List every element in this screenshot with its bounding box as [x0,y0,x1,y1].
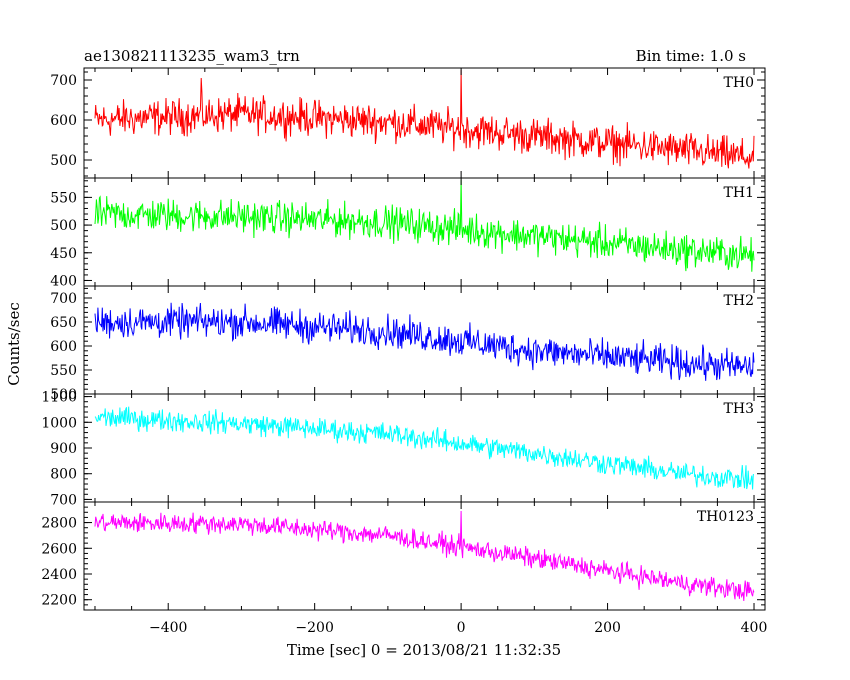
y-tick-label: 700 [50,73,77,89]
y-tick-label: 1100 [41,390,77,406]
y-tick-label: 900 [50,441,77,457]
x-tick-label: 400 [741,620,768,636]
y-tick-label: 550 [50,190,77,206]
panel-th1: 400 450 500 550 TH1 [50,177,766,289]
series-line-th1 [94,179,755,272]
y-tick-label: 500 [50,218,77,234]
y-tick-label: 700 [50,492,77,508]
panel-th3: 700 800 900 1000 1100 TH3 [41,390,766,508]
bin-time-label: Bin time: 1.0 s [636,47,746,65]
x-tick-label: −200 [295,620,333,636]
y-tick-label: 2200 [41,593,77,609]
x-axis-label: Time [sec] 0 = 2013/08/21 11:32:35 [287,641,561,659]
panels: 500 600 700 TH0 400 450 500 550 TH1 500 550 600 650 7… [41,67,766,611]
y-tick-label: 700 [50,291,77,307]
panel-label: TH0123 [697,509,754,525]
panel-label: TH3 [724,401,754,417]
y-tick-label: 500 [50,153,77,169]
y-tick-label: 800 [50,467,77,483]
y-tick-label: 600 [50,113,77,129]
y-tick-label: 550 [50,363,77,379]
y-tick-label: 400 [50,273,77,289]
x-tick-label: −400 [149,620,187,636]
x-tick-label: 0 [457,620,466,636]
panel-th0123: 2200 2400 2600 2800 TH0123 [41,501,766,611]
x-tick-label: 200 [594,620,621,636]
panel-frame [83,285,766,395]
panel-frame [83,501,766,611]
panel-th0: 500 600 700 TH0 [50,67,766,179]
series-line-th0123 [94,510,755,602]
series-line-th3 [94,406,754,490]
y-tick-label: 1000 [41,415,77,431]
x-axis: −400 −200 0 200 400 [149,620,767,636]
panel-label: TH1 [724,185,754,201]
y-tick-label: 2600 [41,541,77,557]
y-axis-label: Counts/sec [5,302,23,386]
series-line-th0 [94,69,755,169]
panel-label: TH2 [724,293,754,309]
y-tick-label: 650 [50,315,77,331]
y-tick-label: 2400 [41,567,77,583]
y-tick-label: 600 [50,339,77,355]
y-tick-label: 500 [50,387,77,403]
panel-label: TH0 [724,75,754,91]
series-line-th2 [94,302,755,381]
panel-frame [83,393,766,503]
y-tick-label: 450 [50,246,77,262]
chart-title: ae130821113235_wam3_trn [84,47,300,65]
panel-th2: 500 550 600 650 700 TH2 [50,285,766,403]
y-tick-label: 2800 [41,516,77,532]
